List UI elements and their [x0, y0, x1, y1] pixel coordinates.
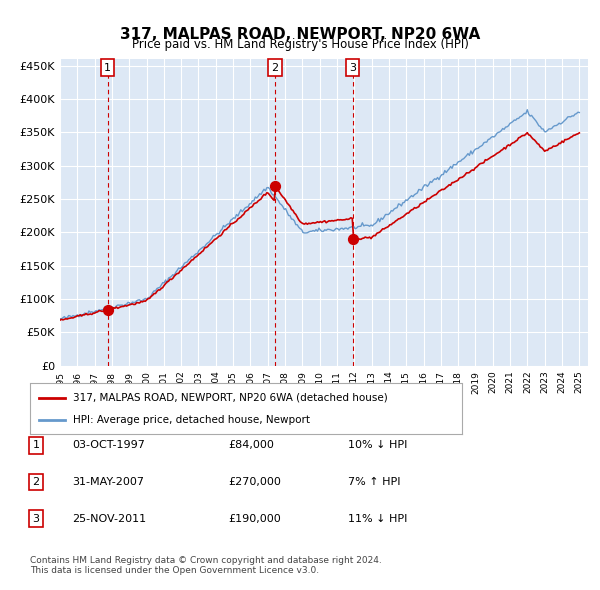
Text: 317, MALPAS ROAD, NEWPORT, NP20 6WA (detached house): 317, MALPAS ROAD, NEWPORT, NP20 6WA (det… [73, 392, 388, 402]
Text: 11% ↓ HPI: 11% ↓ HPI [348, 514, 407, 523]
Text: £190,000: £190,000 [228, 514, 281, 523]
Text: 7% ↑ HPI: 7% ↑ HPI [348, 477, 401, 487]
Text: 1: 1 [32, 441, 40, 450]
Point [103, 305, 112, 314]
Text: 3: 3 [32, 514, 40, 523]
Point [270, 181, 280, 191]
Text: 2: 2 [271, 63, 278, 73]
Text: 03-OCT-1997: 03-OCT-1997 [72, 441, 145, 450]
Text: 25-NOV-2011: 25-NOV-2011 [72, 514, 146, 523]
Text: Contains HM Land Registry data © Crown copyright and database right 2024.
This d: Contains HM Land Registry data © Crown c… [30, 556, 382, 575]
Text: 317, MALPAS ROAD, NEWPORT, NP20 6WA: 317, MALPAS ROAD, NEWPORT, NP20 6WA [120, 27, 480, 41]
Text: £270,000: £270,000 [228, 477, 281, 487]
Point [348, 234, 358, 244]
Text: 1: 1 [104, 63, 111, 73]
Text: 10% ↓ HPI: 10% ↓ HPI [348, 441, 407, 450]
Text: 31-MAY-2007: 31-MAY-2007 [72, 477, 144, 487]
Text: 2: 2 [32, 477, 40, 487]
Text: 3: 3 [349, 63, 356, 73]
Text: HPI: Average price, detached house, Newport: HPI: Average price, detached house, Newp… [73, 415, 310, 425]
Text: £84,000: £84,000 [228, 441, 274, 450]
Text: Price paid vs. HM Land Registry's House Price Index (HPI): Price paid vs. HM Land Registry's House … [131, 38, 469, 51]
